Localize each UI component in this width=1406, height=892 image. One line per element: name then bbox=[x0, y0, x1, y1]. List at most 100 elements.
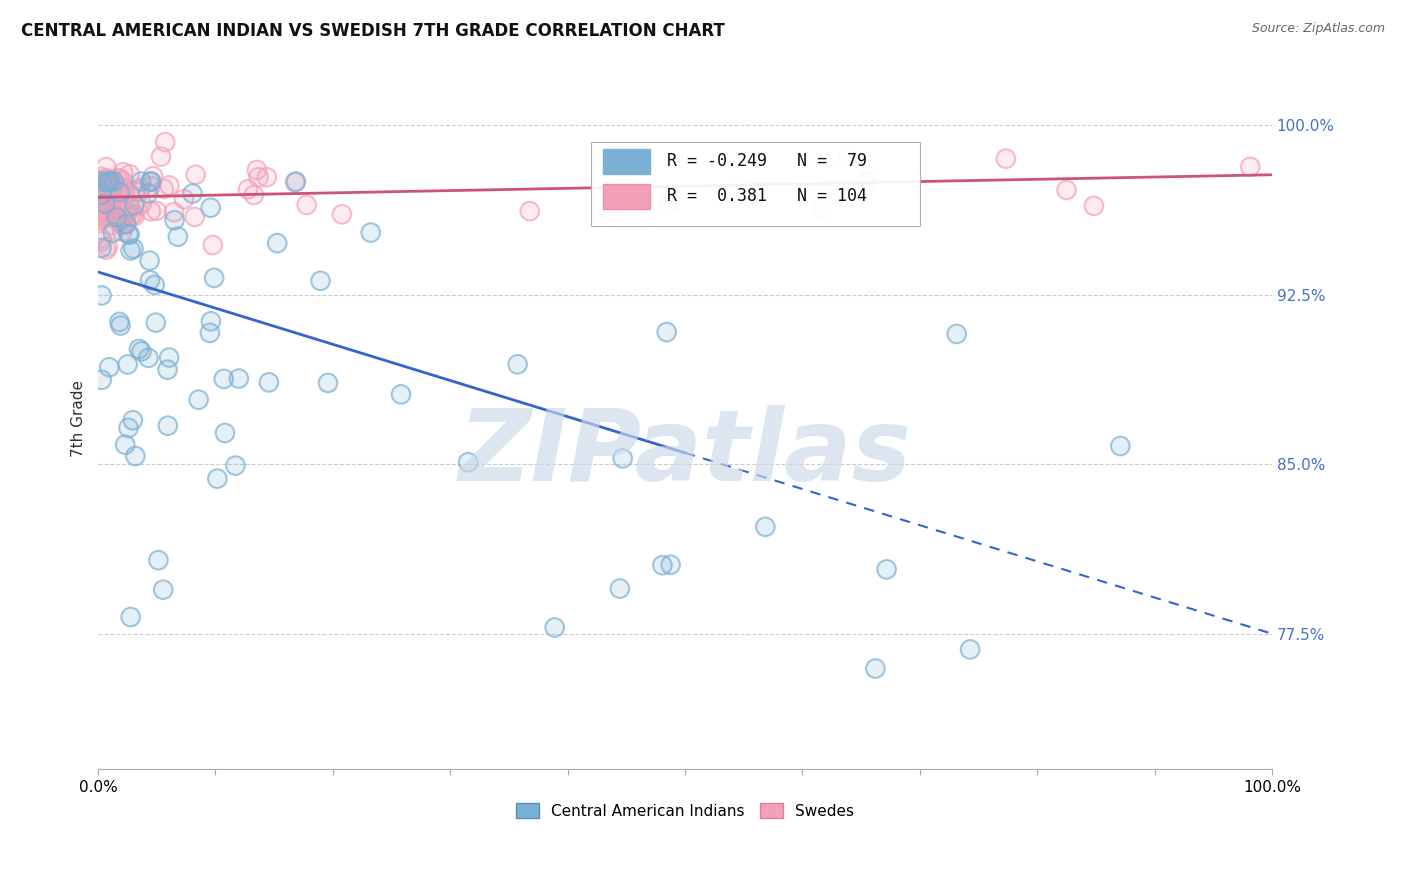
Y-axis label: 7th Grade: 7th Grade bbox=[72, 380, 86, 458]
Point bbox=[90, 231, 112, 245]
Point bbox=[128, 342, 150, 356]
Point bbox=[93, 202, 115, 216]
Point bbox=[148, 553, 170, 567]
Point bbox=[284, 175, 307, 189]
Point bbox=[90, 210, 112, 224]
Point bbox=[93, 202, 115, 216]
Point bbox=[266, 236, 288, 251]
Point bbox=[96, 205, 118, 219]
Point bbox=[141, 175, 163, 189]
Point bbox=[97, 239, 120, 253]
Point bbox=[94, 198, 117, 212]
Point bbox=[152, 582, 174, 597]
Point bbox=[1109, 439, 1132, 453]
Point bbox=[108, 171, 131, 186]
Point bbox=[236, 182, 259, 196]
Point bbox=[103, 175, 125, 189]
Point bbox=[876, 562, 898, 576]
Point bbox=[101, 219, 124, 233]
Point bbox=[200, 314, 222, 328]
Point bbox=[1239, 160, 1261, 174]
Bar bbox=[603, 149, 650, 174]
Point bbox=[90, 234, 112, 248]
Point bbox=[90, 373, 112, 387]
Point bbox=[111, 181, 134, 195]
Point bbox=[93, 182, 115, 196]
Point bbox=[118, 186, 141, 201]
Point bbox=[139, 175, 162, 189]
Point bbox=[183, 210, 205, 224]
Point bbox=[200, 314, 222, 328]
Point bbox=[247, 170, 270, 185]
Point bbox=[97, 202, 120, 216]
Point bbox=[138, 351, 160, 365]
Point bbox=[309, 274, 332, 288]
Point bbox=[97, 239, 120, 253]
Point bbox=[111, 173, 134, 187]
Text: R = -0.249   N =  79: R = -0.249 N = 79 bbox=[668, 152, 868, 170]
Point bbox=[94, 174, 117, 188]
Point bbox=[101, 226, 124, 240]
Point bbox=[855, 175, 877, 189]
Point bbox=[181, 186, 204, 201]
Point bbox=[114, 186, 136, 201]
Point bbox=[110, 318, 132, 333]
Point bbox=[200, 201, 222, 215]
Point bbox=[156, 418, 179, 433]
Point bbox=[98, 360, 121, 375]
Point bbox=[138, 253, 160, 268]
Point bbox=[118, 227, 141, 242]
Point bbox=[187, 392, 209, 407]
Point bbox=[125, 183, 148, 197]
Point bbox=[100, 202, 122, 217]
Point bbox=[98, 360, 121, 375]
Point bbox=[90, 175, 112, 189]
Point bbox=[107, 197, 129, 211]
Point bbox=[114, 438, 136, 452]
Point bbox=[163, 213, 186, 227]
Point bbox=[97, 186, 120, 201]
Point bbox=[141, 175, 163, 189]
Point bbox=[90, 175, 112, 189]
Point bbox=[101, 219, 124, 233]
Point bbox=[247, 170, 270, 185]
Point bbox=[104, 211, 127, 226]
Point bbox=[90, 373, 112, 387]
Point bbox=[145, 316, 167, 330]
Point bbox=[173, 192, 195, 206]
Point bbox=[157, 178, 180, 193]
Point bbox=[96, 175, 118, 189]
Point bbox=[100, 172, 122, 186]
Point bbox=[93, 196, 115, 211]
Point bbox=[107, 184, 129, 198]
Point bbox=[118, 186, 141, 201]
Point bbox=[214, 425, 236, 440]
Point bbox=[129, 181, 152, 195]
Point bbox=[96, 243, 118, 257]
Point bbox=[202, 271, 225, 285]
Point bbox=[167, 229, 190, 244]
Point bbox=[225, 458, 247, 473]
Point bbox=[93, 202, 115, 216]
Point bbox=[149, 150, 172, 164]
Point bbox=[90, 210, 112, 224]
Point bbox=[457, 455, 479, 469]
Point bbox=[309, 274, 332, 288]
Point bbox=[118, 199, 141, 213]
Point bbox=[201, 238, 224, 252]
Point bbox=[284, 175, 307, 189]
Point bbox=[90, 187, 112, 202]
Point bbox=[97, 186, 120, 201]
Point bbox=[96, 175, 118, 189]
Point bbox=[124, 209, 146, 223]
Point bbox=[93, 181, 115, 195]
Point bbox=[266, 236, 288, 251]
Point bbox=[93, 189, 115, 203]
Point bbox=[100, 178, 122, 192]
Point bbox=[118, 167, 141, 181]
Point bbox=[138, 351, 160, 365]
Point bbox=[93, 178, 115, 192]
Point bbox=[93, 178, 115, 192]
Point bbox=[129, 175, 152, 189]
Point bbox=[117, 421, 139, 435]
